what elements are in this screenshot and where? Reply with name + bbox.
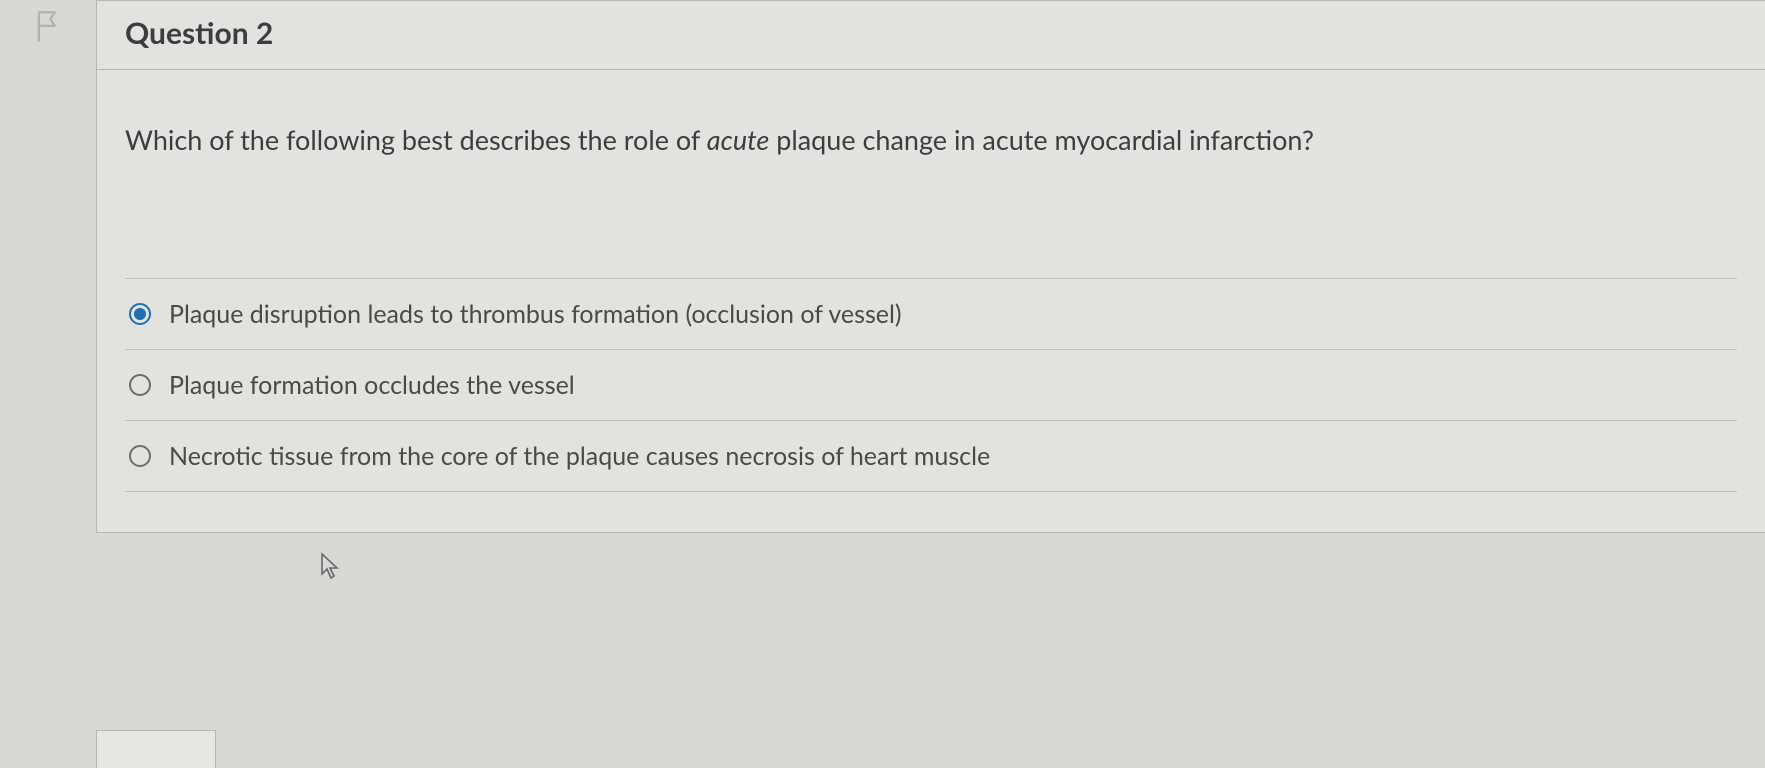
option-row-1[interactable]: Plaque disruption leads to thrombus form… — [125, 279, 1737, 350]
question-prompt: Which of the following best describes th… — [125, 122, 1737, 158]
question-header: Question 2 — [97, 1, 1765, 70]
prompt-text-before: Which of the following best describes th… — [125, 123, 707, 156]
flag-icon[interactable] — [34, 10, 62, 44]
radio-icon[interactable] — [129, 445, 151, 467]
left-gutter — [0, 0, 96, 533]
radio-icon[interactable] — [129, 303, 151, 325]
option-label: Plaque formation occludes the vessel — [169, 370, 575, 400]
cursor-icon — [320, 552, 340, 580]
prompt-em: acute — [707, 123, 770, 156]
option-row-3[interactable]: Necrotic tissue from the core of the pla… — [125, 421, 1737, 492]
options-list: Plaque disruption leads to thrombus form… — [125, 278, 1737, 492]
prompt-text-after: plaque change in acute myocardial infarc… — [769, 123, 1314, 156]
radio-icon[interactable] — [129, 374, 151, 396]
option-row-2[interactable]: Plaque formation occludes the vessel — [125, 350, 1737, 421]
question-title: Question 2 — [125, 15, 1737, 51]
question-card: Question 2 Which of the following best d… — [96, 0, 1765, 533]
quiz-page: Question 2 Which of the following best d… — [0, 0, 1765, 533]
option-label: Necrotic tissue from the core of the pla… — [169, 441, 990, 471]
option-label: Plaque disruption leads to thrombus form… — [169, 299, 902, 329]
question-body: Which of the following best describes th… — [97, 70, 1765, 532]
nav-button-stub[interactable] — [96, 730, 216, 768]
